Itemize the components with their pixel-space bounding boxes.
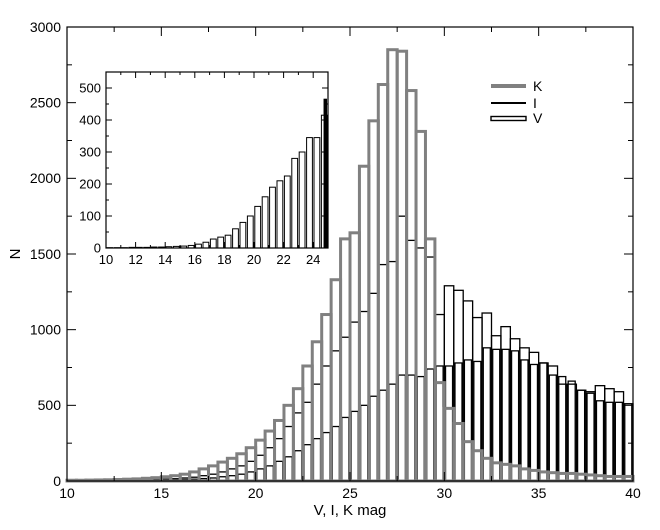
x-tick-label: 30	[437, 485, 453, 501]
inset-bars	[106, 98, 328, 249]
y-axis-label: N	[7, 249, 24, 260]
bar-v-38.5	[605, 401, 614, 482]
x-axis-label: V, I, K mag	[314, 502, 387, 519]
bar-v-26.5	[378, 389, 388, 482]
x-tick-label: 10	[99, 252, 113, 267]
y-tick-label: 200	[79, 177, 101, 192]
legend: K I V	[490, 78, 543, 126]
bar-v-23.5	[322, 431, 331, 482]
bar-v-21	[269, 186, 276, 249]
bar-v-29	[426, 368, 435, 482]
y-tick-label: 2500	[30, 95, 61, 111]
y-tick-label: 300	[79, 145, 101, 160]
inset-axis-ticks: 10 12 14 16 18 20 22 24 0 100 200 300 400 500	[79, 72, 328, 267]
x-tick-label: 12	[128, 252, 142, 267]
x-tick-label: 16	[188, 252, 202, 267]
bar-v-24	[313, 137, 321, 249]
bar-v-39.5	[624, 403, 633, 482]
bar-v-20.5	[261, 196, 269, 249]
bar-v-34.5	[529, 363, 539, 482]
bar-v-37	[576, 389, 586, 482]
bar-v-30.5	[454, 362, 463, 482]
bar-overflow	[323, 98, 328, 249]
legend-swatch-v	[490, 115, 527, 122]
bar-v-24.5	[341, 416, 350, 482]
bar-v-33	[501, 348, 510, 482]
bar-v-27.5	[397, 374, 407, 482]
bar-v-28.5	[416, 375, 425, 482]
x-tick-label: 14	[158, 252, 172, 267]
bar-v-36.5	[567, 380, 576, 482]
x-tick-label: 10	[59, 485, 75, 501]
bar-v-20	[256, 468, 265, 482]
bar-v-31.5	[473, 360, 482, 482]
bar-v-25.5	[359, 404, 369, 482]
x-tick-label: 25	[342, 485, 358, 501]
y-tick-label: 500	[38, 397, 62, 413]
y-tick-label: 0	[94, 241, 101, 256]
x-tick-label: 35	[531, 485, 547, 501]
bar-v-32.5	[492, 348, 501, 482]
legend-label-v: V	[533, 110, 543, 126]
bar-v-28	[407, 374, 416, 482]
y-tick-label: 1000	[30, 322, 61, 338]
bar-v-30	[444, 365, 454, 482]
x-tick-label: 24	[306, 252, 320, 267]
x-tick-label: 20	[248, 485, 264, 501]
bar-v-37.5	[586, 392, 595, 482]
bar-v-16.5	[202, 241, 210, 249]
bar-v-22	[293, 450, 303, 482]
bar-v-34	[520, 359, 529, 482]
bar-v-25	[350, 410, 359, 482]
bar-v-17	[209, 238, 217, 249]
bar-v-36	[558, 375, 567, 482]
y-tick-label: 1500	[30, 246, 61, 262]
bar-v-32	[482, 347, 491, 482]
y-tick-label: 100	[79, 209, 101, 224]
bar-v-21.5	[284, 456, 293, 482]
x-tick-label: 20	[247, 252, 261, 267]
bar-v-23	[312, 437, 322, 482]
bar-v-31	[463, 359, 473, 482]
bar-v-21.5	[276, 180, 284, 249]
y-tick-label: 400	[79, 113, 101, 128]
inset-plot-frame	[105, 71, 329, 249]
inset-background	[106, 72, 328, 248]
x-tick-label: 22	[276, 252, 290, 267]
bar-v-22	[283, 175, 291, 249]
bar-v-19	[239, 221, 247, 249]
y-tick-label: 2000	[30, 170, 61, 186]
bar-v-20.5	[265, 465, 274, 482]
bar-v-22.5	[303, 444, 312, 482]
legend-label-i: I	[533, 95, 537, 111]
bar-v-35.5	[548, 374, 557, 482]
bar-v-17.5	[217, 236, 225, 249]
bar-v-23.5	[306, 137, 313, 249]
bar-v-24	[331, 425, 341, 482]
legend-label-k: K	[533, 78, 543, 94]
bar-v-27	[388, 383, 397, 482]
bar-v-38	[595, 400, 605, 482]
bar-v-39	[614, 401, 624, 482]
y-tick-label: 0	[53, 473, 61, 489]
bar-v-19.5	[246, 215, 254, 249]
bar-v-26	[369, 395, 378, 482]
bar-v-20	[254, 205, 262, 249]
bar-v-35	[539, 362, 548, 482]
bar-v-18	[224, 234, 232, 249]
bar-v-22.5	[291, 157, 299, 249]
y-tick-label: 500	[79, 81, 101, 96]
bar-v-18.5	[232, 228, 239, 249]
bar-v-33.5	[510, 350, 520, 482]
x-tick-label: 40	[625, 485, 641, 501]
x-tick-label: 18	[217, 252, 231, 267]
bar-v-21	[275, 460, 284, 482]
x-tick-label: 15	[154, 485, 170, 501]
y-tick-label: 3000	[30, 19, 61, 35]
bar-v-23	[298, 151, 306, 249]
